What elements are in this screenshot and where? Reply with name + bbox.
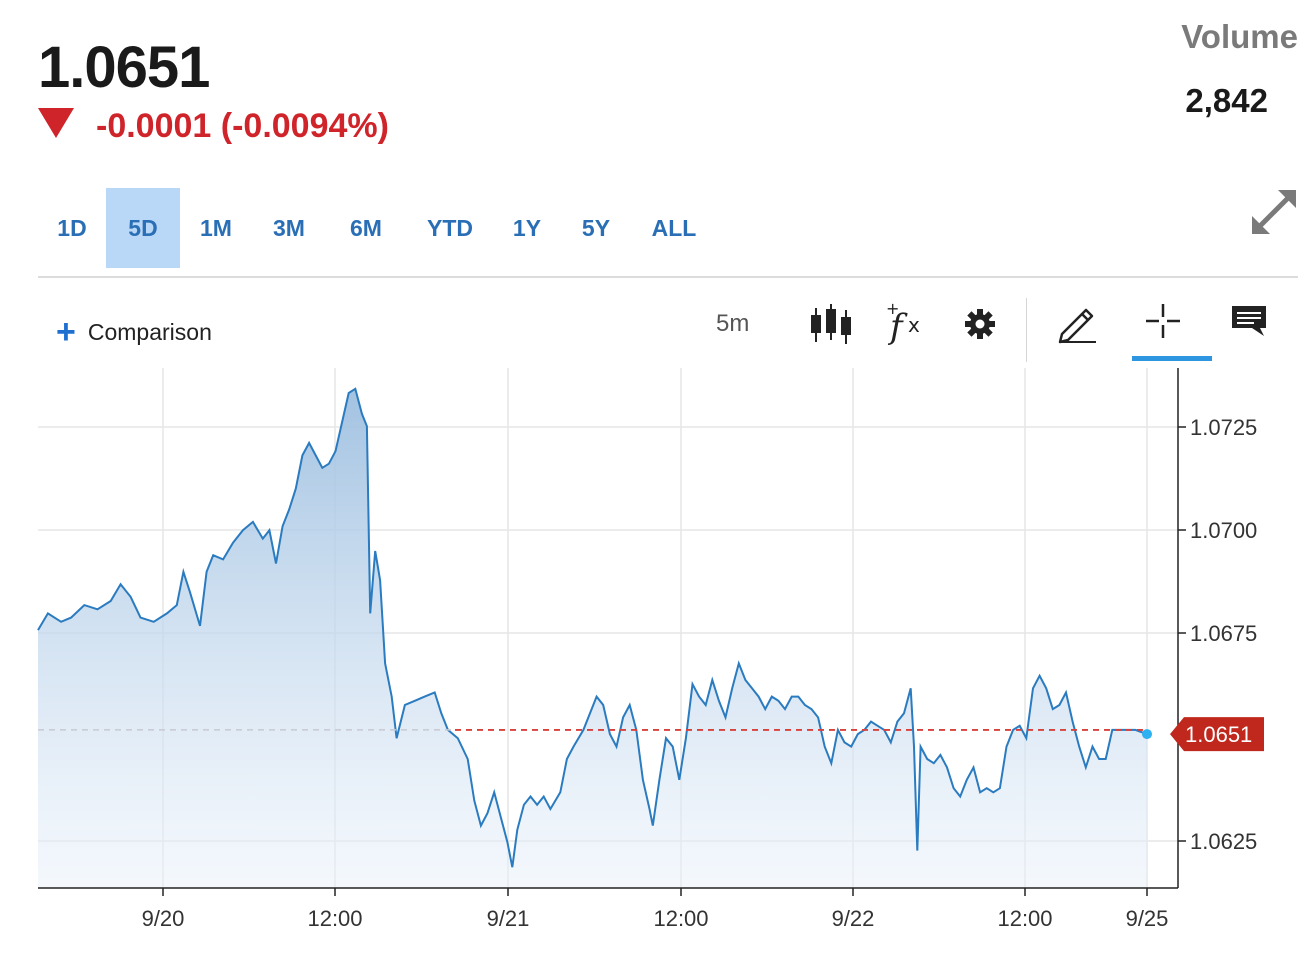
last-price-tag xyxy=(1170,717,1264,752)
range-tab-3m[interactable]: 3M xyxy=(273,215,305,241)
draw-pencil-icon[interactable] xyxy=(1056,300,1100,344)
comment-icon[interactable] xyxy=(1230,304,1268,338)
price-change: -0.0001 (-0.0094%) xyxy=(96,106,389,145)
y-axis-ticks: 1.0725 1.0700 1.0675 1.0625 xyxy=(1178,415,1257,854)
range-tab-5d[interactable]: 5D xyxy=(106,188,180,268)
x-tick-label-5: 12:00 xyxy=(997,906,1052,931)
y-tick-label-3: 1.0625 xyxy=(1190,829,1257,854)
x-tick-label-6: 9/25 xyxy=(1126,906,1169,931)
range-tab-1y[interactable]: 1Y xyxy=(512,215,542,241)
y-tick-label-1: 1.0700 xyxy=(1190,518,1257,543)
crosshair-icon[interactable] xyxy=(1144,302,1182,340)
y-tick-label-0: 1.0725 xyxy=(1190,415,1257,440)
down-triangle-icon xyxy=(38,108,74,138)
range-tab-all[interactable]: ALL xyxy=(651,215,697,241)
range-tab-1d[interactable]: 1D xyxy=(57,215,87,241)
settings-gear-icon[interactable] xyxy=(964,308,996,340)
svg-text:+: + xyxy=(886,300,899,318)
candlestick-icon[interactable] xyxy=(808,302,854,346)
range-tab-5y[interactable]: 5Y xyxy=(581,215,611,241)
header-divider xyxy=(38,276,1298,278)
x-tick-label-0: 9/20 xyxy=(142,906,185,931)
range-tabs: 1D 5D 1M 3M 6M YTD 1Y 5Y ALL xyxy=(38,188,716,268)
volume-label: Volume xyxy=(1181,18,1298,55)
price-change-row: -0.0001 (-0.0094%) xyxy=(38,104,389,148)
x-axis-ticks: 9/20 12:00 9/21 12:00 9/22 12:00 9/25 xyxy=(142,888,1169,931)
svg-text:x: x xyxy=(908,313,920,337)
x-tick-label-2: 9/21 xyxy=(487,906,530,931)
last-price: 1.0651 xyxy=(38,35,210,100)
price-area-fill xyxy=(38,388,1147,888)
range-tab-1m[interactable]: 1M xyxy=(200,215,232,241)
comparison-button[interactable]: + Comparison xyxy=(56,312,212,352)
interval-selector[interactable]: 5m xyxy=(716,310,750,337)
y-tick-label-2: 1.0675 xyxy=(1190,621,1257,646)
range-tab-6m[interactable]: 6M xyxy=(350,215,382,241)
last-price-tag-label: 1.0651 xyxy=(1185,722,1252,747)
crosshair-active-indicator xyxy=(1132,356,1212,361)
x-tick-label-4: 9/22 xyxy=(832,906,875,931)
toolbar-separator xyxy=(1026,298,1027,362)
x-tick-label-1: 12:00 xyxy=(307,906,362,931)
expand-icon[interactable] xyxy=(1248,186,1300,238)
range-tab-ytd[interactable]: YTD xyxy=(427,215,473,241)
comparison-label: Comparison xyxy=(87,318,212,345)
plus-icon: + xyxy=(56,313,76,351)
x-tick-label-3: 12:00 xyxy=(653,906,708,931)
last-point-marker xyxy=(1142,729,1152,740)
indicator-fx-icon[interactable]: + f x xyxy=(884,300,926,346)
volume-value: 2,842 xyxy=(1185,82,1268,119)
